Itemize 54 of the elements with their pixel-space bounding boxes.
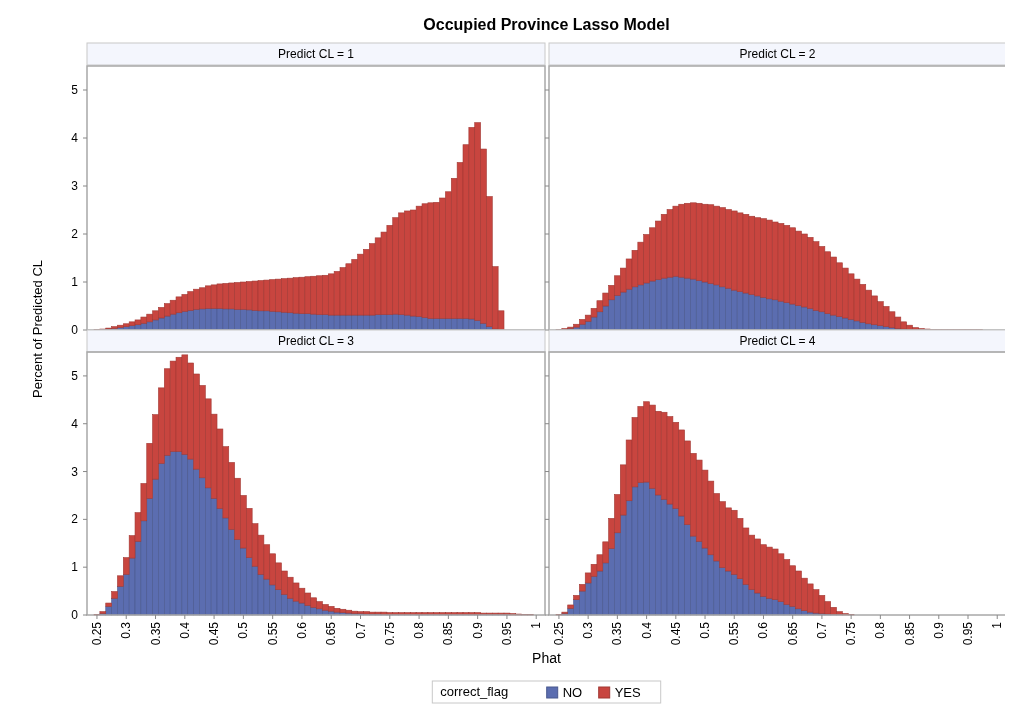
- y-tick-label: 0: [71, 608, 79, 622]
- y-axis-title: Percent of Predicted CL: [30, 259, 45, 399]
- x-tick-label: 0.55: [727, 621, 742, 646]
- x-tick-label: 0.8: [412, 621, 427, 639]
- x-tick-label: 0.85: [902, 621, 917, 646]
- y-tick-label: 5: [71, 83, 79, 97]
- x-tick-label: 0.25: [551, 621, 566, 646]
- x-tick-label: 0.9: [470, 621, 485, 639]
- y-tick-label: 2: [71, 227, 79, 241]
- legend-label: NO: [562, 685, 583, 700]
- x-tick-label: 0.95: [961, 621, 976, 646]
- x-tick-label: 0.35: [148, 621, 163, 646]
- chart-subtitle: Predict CL = 3: [278, 334, 355, 348]
- y-tick-label: 1: [71, 275, 79, 289]
- x-tick-label: 0.45: [207, 621, 222, 646]
- x-tick-label: 0.7: [353, 621, 368, 639]
- x-tick-label: 0.75: [844, 621, 859, 646]
- x-tick-label: 0.4: [639, 621, 654, 639]
- x-tick-label: 0.55: [265, 621, 280, 646]
- chart-subtitle: Predict CL = 2: [739, 47, 816, 61]
- x-tick-label: 1: [990, 621, 1005, 629]
- x-tick-label: 0.5: [698, 621, 713, 639]
- x-tick-label: 0.45: [668, 621, 683, 646]
- legend-title: correct_flag: [440, 684, 509, 699]
- chart-subtitle: Predict CL = 4: [739, 334, 816, 348]
- x-tick-label: 0.35: [610, 621, 625, 646]
- y-tick-label: 4: [71, 131, 79, 145]
- legend-label: YES: [614, 685, 642, 700]
- x-tick-label: 0.65: [785, 621, 800, 646]
- chart-subtitle: Predict CL = 1: [278, 47, 355, 61]
- chart-title: Occupied Province Lasso Model: [423, 16, 670, 33]
- y-tick-label: 1: [71, 560, 79, 575]
- y-tick-label: 4: [71, 416, 79, 431]
- x-tick-label: 0.3: [581, 621, 596, 639]
- x-tick-label: 0.3: [119, 621, 134, 639]
- y-tick-label: 3: [71, 464, 79, 479]
- x-tick-label: 0.95: [499, 621, 514, 646]
- x-tick-label: 0.75: [382, 621, 397, 646]
- y-tick-label: 3: [71, 179, 79, 193]
- x-axis-title: Phat: [532, 650, 561, 666]
- x-tick-label: 0.6: [294, 621, 309, 639]
- y-tick-label: 0: [71, 323, 79, 337]
- x-tick-label: 0.85: [441, 621, 456, 646]
- x-tick-label: 0.5: [236, 621, 251, 639]
- x-tick-label: 0.9: [931, 621, 946, 639]
- x-tick-label: 0.8: [873, 621, 888, 639]
- x-tick-label: 0.65: [324, 621, 339, 646]
- y-tick-label: 2: [71, 512, 79, 527]
- x-tick-label: 0.7: [814, 621, 829, 639]
- x-tick-label: 0.25: [89, 621, 104, 646]
- x-tick-label: 0.4: [177, 621, 192, 639]
- x-tick-label: 1: [529, 621, 544, 629]
- x-tick-label: 0.6: [756, 621, 771, 639]
- y-tick-label: 5: [71, 368, 79, 383]
